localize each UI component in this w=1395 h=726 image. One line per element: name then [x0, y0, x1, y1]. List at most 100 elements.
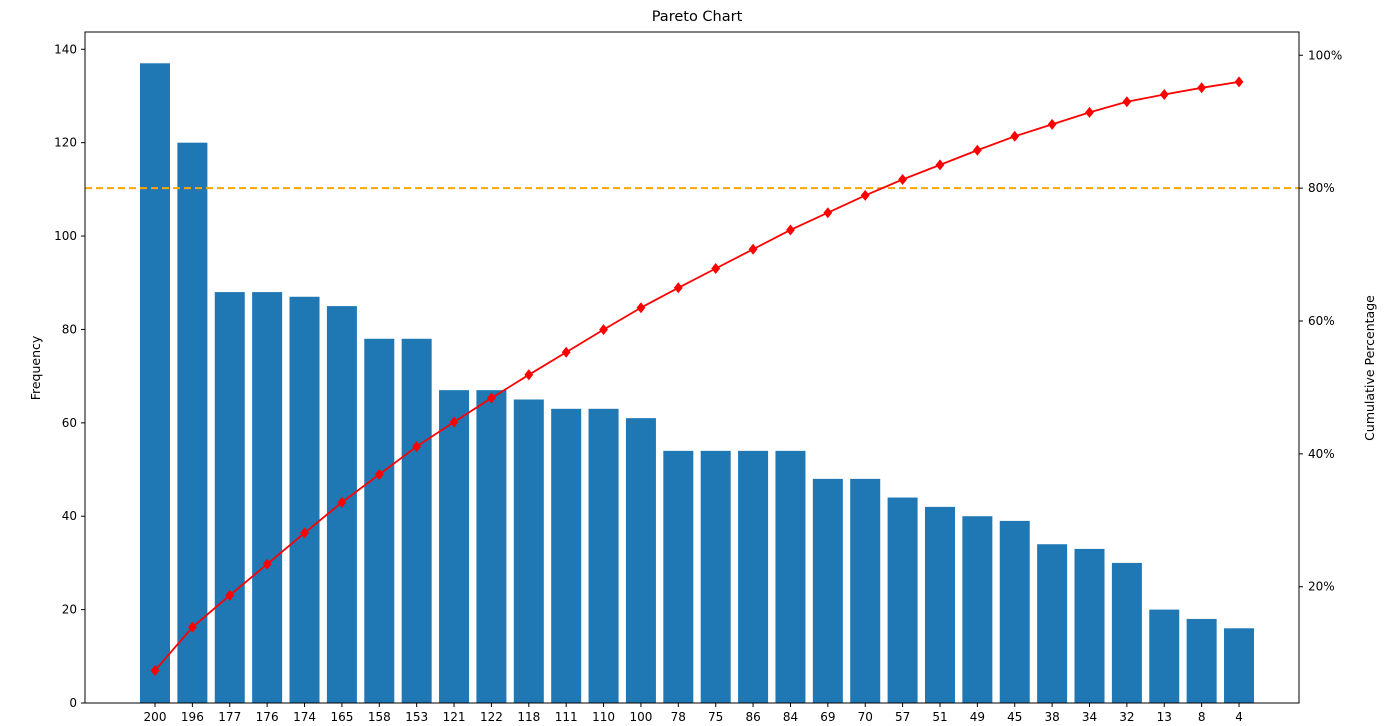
axes-layer: 0 20 40 60 80 100 120 140 20% 40% 60% 80% 100% 200 196…	[54, 31, 1342, 724]
bar	[364, 338, 395, 703]
x-tick-label: 174	[293, 710, 316, 724]
bar	[401, 338, 432, 703]
bar	[738, 450, 769, 703]
chart-title: Pareto Chart	[652, 9, 743, 25]
cumulative-point	[262, 558, 272, 570]
bar	[177, 142, 208, 704]
x-tick-label: 78	[671, 710, 686, 724]
cumulative-point	[972, 144, 982, 156]
x-tick-label: 200	[144, 710, 167, 724]
cumulative-point	[823, 207, 833, 219]
x-tick-label: 118	[517, 710, 540, 724]
y2-tick-label: 60%	[1308, 314, 1335, 328]
cumulative-point	[935, 159, 945, 171]
bars-layer	[140, 63, 1255, 704]
plot-frame	[84, 31, 1300, 704]
bar	[551, 408, 582, 703]
x-tick-label: 38	[1044, 710, 1059, 724]
x-tick-label: 196	[181, 710, 204, 724]
y2-tick-label: 80%	[1308, 181, 1335, 195]
bar	[700, 450, 731, 703]
y-tick-label: 20	[62, 603, 77, 617]
y-tick-label: 40	[62, 509, 77, 523]
cumulative-line-layer	[150, 76, 1244, 676]
x-tick-label: 100	[629, 710, 652, 724]
x-tick-label: 165	[330, 710, 353, 724]
y2-tick-label: 100%	[1308, 48, 1342, 62]
cumulative-point	[1234, 76, 1244, 88]
x-tick-label: 158	[368, 710, 391, 724]
y-tick-label: 60	[62, 416, 77, 430]
bar	[513, 399, 544, 703]
bar	[887, 497, 918, 703]
bar	[1111, 562, 1142, 703]
x-tick-label: 110	[592, 710, 615, 724]
x-tick-label: 51	[932, 710, 947, 724]
y-axis-title: Frequency	[28, 335, 43, 400]
x-tick-label: 8	[1198, 710, 1206, 724]
cumulative-point	[561, 346, 571, 358]
bar	[812, 478, 843, 703]
x-tick-label: 176	[256, 710, 279, 724]
x-tick-label: 75	[708, 710, 723, 724]
x-tick-label: 153	[405, 710, 428, 724]
x-tick-label: 70	[858, 710, 873, 724]
cumulative-point	[786, 224, 795, 236]
cumulative-point	[1197, 82, 1207, 94]
bar	[1074, 548, 1105, 703]
bar	[924, 506, 955, 703]
cumulative-point	[1122, 96, 1132, 108]
y2-tick-label: 40%	[1308, 447, 1335, 461]
x-tick-label: 177	[218, 710, 241, 724]
x-tick-label: 57	[895, 710, 910, 724]
cumulative-point	[599, 324, 608, 336]
cumulative-point	[1159, 88, 1169, 100]
y-tick-label: 100	[54, 229, 77, 243]
bar	[1186, 618, 1217, 703]
bar	[289, 296, 320, 703]
bar	[775, 450, 806, 703]
bar	[625, 418, 656, 703]
cumulative-point	[524, 369, 534, 381]
x-tick-label: 32	[1119, 710, 1134, 724]
bar	[476, 390, 507, 703]
x-tick-label: 45	[1007, 710, 1022, 724]
bar	[1149, 609, 1180, 703]
bar	[962, 516, 993, 703]
cumulative-percentage-line	[154, 80, 1240, 672]
y-tick-label: 140	[54, 42, 77, 56]
bar	[439, 390, 470, 703]
x-tick-label: 34	[1082, 710, 1097, 724]
y-tick-label: 80	[62, 322, 77, 336]
cumulative-point	[449, 416, 459, 428]
x-tick-label: 4	[1235, 710, 1243, 724]
cumulative-point	[673, 282, 683, 294]
x-tick-label: 13	[1157, 710, 1172, 724]
cumulative-point	[412, 441, 422, 453]
y2-tick-label: 20%	[1308, 580, 1335, 594]
cumulative-point	[711, 263, 721, 275]
cumulative-point	[1085, 106, 1094, 118]
cumulative-point	[1010, 130, 1020, 142]
bar	[999, 520, 1030, 703]
cumulative-point	[636, 302, 646, 314]
x-tick-label: 84	[783, 710, 798, 724]
bar	[140, 63, 170, 704]
y2-axis-title: Cumulative Percentage	[1362, 295, 1377, 441]
cumulative-point	[300, 527, 309, 539]
bar	[1224, 628, 1255, 703]
cumulative-point	[898, 173, 907, 185]
cumulative-point	[1047, 118, 1057, 130]
bar	[252, 292, 283, 703]
y-tick-label: 0	[69, 696, 77, 710]
y-tick-label: 120	[54, 136, 77, 150]
x-tick-label: 69	[820, 710, 835, 724]
x-tick-label: 49	[970, 710, 985, 724]
bar	[588, 408, 619, 703]
cumulative-point	[225, 589, 235, 601]
bar	[850, 478, 881, 703]
x-tick-label: 86	[745, 710, 760, 724]
x-tick-label: 122	[480, 710, 503, 724]
cumulative-point	[337, 496, 347, 508]
